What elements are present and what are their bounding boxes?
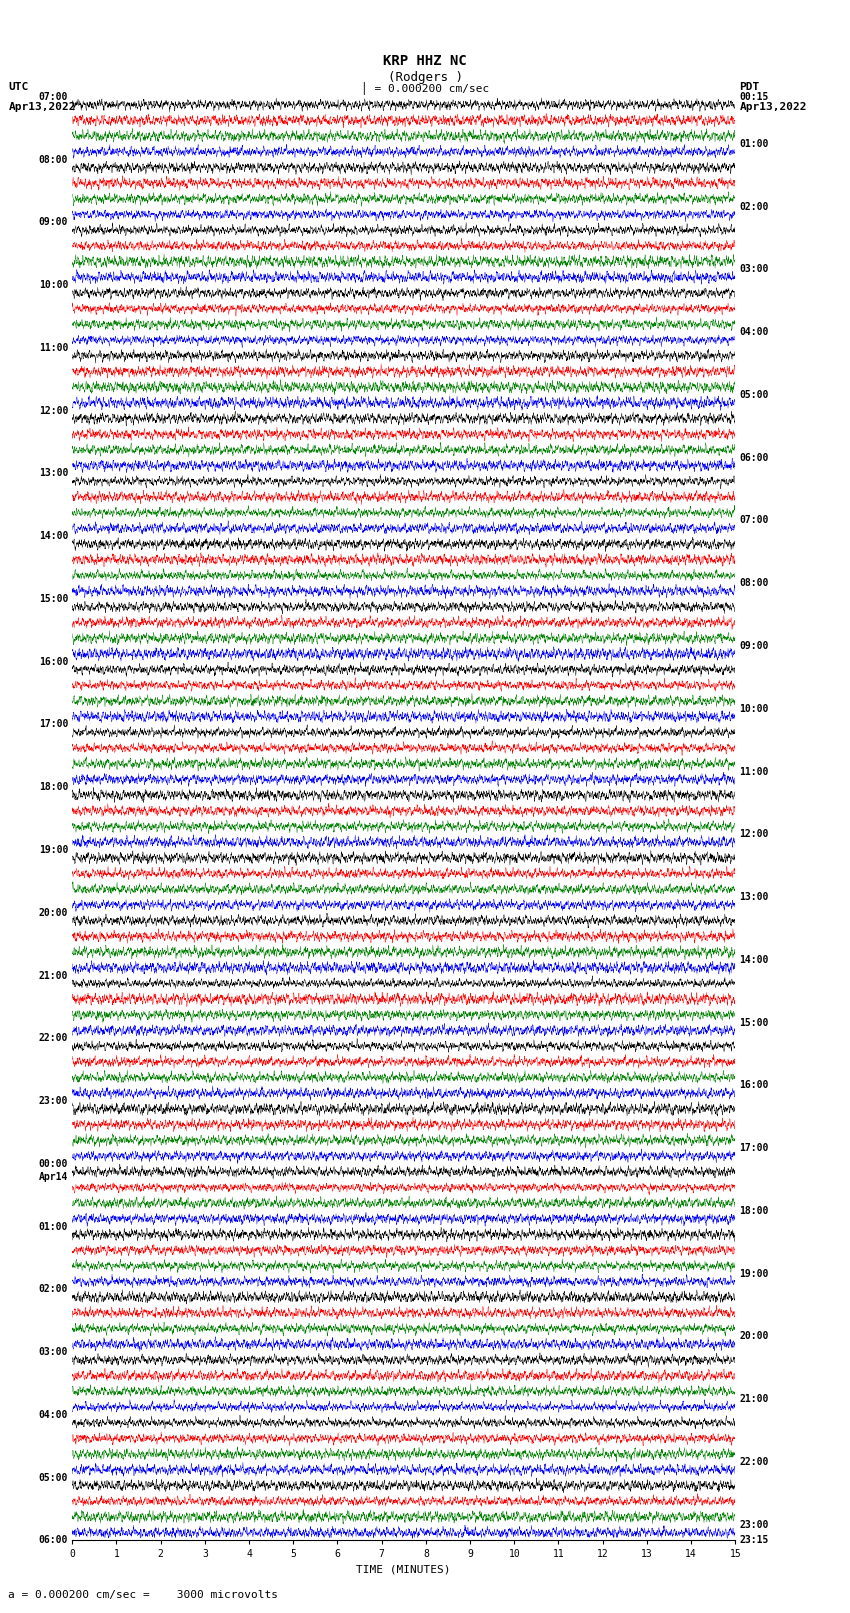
Text: 15:00: 15:00 xyxy=(38,594,68,603)
Text: 16:00: 16:00 xyxy=(38,656,68,666)
Text: 22:00: 22:00 xyxy=(740,1457,769,1466)
Text: 20:00: 20:00 xyxy=(740,1331,769,1342)
Text: 13:00: 13:00 xyxy=(740,892,769,902)
Text: 14:00: 14:00 xyxy=(38,531,68,540)
Text: (Rodgers ): (Rodgers ) xyxy=(388,71,462,84)
Text: 07:00: 07:00 xyxy=(38,92,68,102)
Text: 07:00: 07:00 xyxy=(740,516,769,526)
Text: 00:15: 00:15 xyxy=(740,92,769,102)
Text: 20:00: 20:00 xyxy=(38,908,68,918)
Text: a = 0.000200 cm/sec =    3000 microvolts: a = 0.000200 cm/sec = 3000 microvolts xyxy=(8,1590,279,1600)
Text: 10:00: 10:00 xyxy=(740,703,769,715)
Text: 09:00: 09:00 xyxy=(38,218,68,227)
Text: Apr13,2022: Apr13,2022 xyxy=(8,102,76,111)
Text: 19:00: 19:00 xyxy=(740,1269,769,1279)
Text: │ = 0.000200 cm/sec: │ = 0.000200 cm/sec xyxy=(361,82,489,95)
Text: 22:00: 22:00 xyxy=(38,1034,68,1044)
Text: 23:00: 23:00 xyxy=(740,1519,769,1529)
Text: 12:00: 12:00 xyxy=(740,829,769,839)
Text: 14:00: 14:00 xyxy=(740,955,769,965)
Text: 00:00: 00:00 xyxy=(38,1158,68,1169)
Text: 15:00: 15:00 xyxy=(740,1018,769,1027)
X-axis label: TIME (MINUTES): TIME (MINUTES) xyxy=(356,1565,451,1574)
Text: Apr14: Apr14 xyxy=(38,1171,68,1182)
Text: 11:00: 11:00 xyxy=(38,344,68,353)
Text: 05:00: 05:00 xyxy=(38,1473,68,1482)
Text: 03:00: 03:00 xyxy=(740,265,769,274)
Text: 21:00: 21:00 xyxy=(38,971,68,981)
Text: 12:00: 12:00 xyxy=(38,405,68,416)
Text: 08:00: 08:00 xyxy=(38,155,68,165)
Text: 02:00: 02:00 xyxy=(38,1284,68,1294)
Text: 16:00: 16:00 xyxy=(740,1081,769,1090)
Text: 11:00: 11:00 xyxy=(740,766,769,776)
Text: 01:00: 01:00 xyxy=(38,1221,68,1232)
Text: 18:00: 18:00 xyxy=(38,782,68,792)
Text: PDT: PDT xyxy=(740,82,760,92)
Text: 23:00: 23:00 xyxy=(38,1097,68,1107)
Text: 04:00: 04:00 xyxy=(740,327,769,337)
Text: 04:00: 04:00 xyxy=(38,1410,68,1419)
Text: 06:00: 06:00 xyxy=(38,1536,68,1545)
Text: UTC: UTC xyxy=(8,82,29,92)
Text: 08:00: 08:00 xyxy=(740,577,769,589)
Text: KRP HHZ NC: KRP HHZ NC xyxy=(383,53,467,68)
Text: 01:00: 01:00 xyxy=(740,139,769,148)
Text: 21:00: 21:00 xyxy=(740,1394,769,1405)
Text: 05:00: 05:00 xyxy=(740,390,769,400)
Text: 23:15: 23:15 xyxy=(740,1536,769,1545)
Text: 03:00: 03:00 xyxy=(38,1347,68,1357)
Text: 09:00: 09:00 xyxy=(740,640,769,652)
Text: 02:00: 02:00 xyxy=(740,202,769,211)
Text: 13:00: 13:00 xyxy=(38,468,68,479)
Text: 17:00: 17:00 xyxy=(740,1144,769,1153)
Text: 17:00: 17:00 xyxy=(38,719,68,729)
Text: 19:00: 19:00 xyxy=(38,845,68,855)
Text: 18:00: 18:00 xyxy=(740,1207,769,1216)
Text: 06:00: 06:00 xyxy=(740,453,769,463)
Text: Apr13,2022: Apr13,2022 xyxy=(740,102,807,111)
Text: 10:00: 10:00 xyxy=(38,281,68,290)
